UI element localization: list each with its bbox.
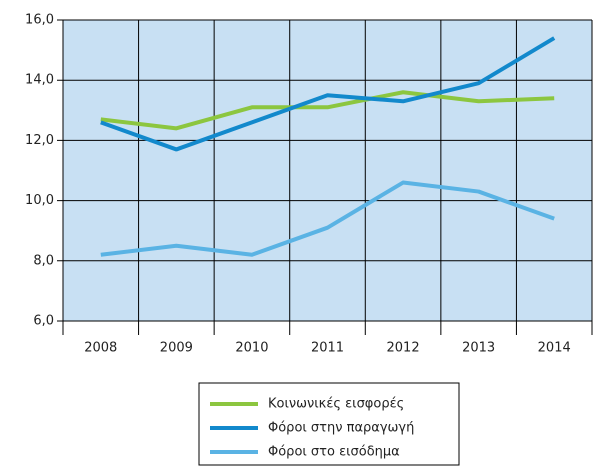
x-tick-label: 2014: [538, 341, 571, 356]
x-tick-label: 2011: [311, 341, 344, 356]
legend-label: Κοινωνικές εισφορές: [268, 397, 404, 412]
y-tick-label: 6,0: [33, 314, 54, 329]
y-tick-label: 14,0: [25, 73, 54, 88]
y-tick-label: 16,0: [25, 13, 54, 28]
y-tick-label: 12,0: [25, 133, 54, 148]
x-tick-label: 2008: [84, 341, 117, 356]
x-tick-label: 2012: [387, 341, 420, 356]
series-line: [100, 180, 555, 257]
series-line: [100, 90, 555, 131]
x-tick-label: 2010: [235, 341, 268, 356]
y-tick-label: 10,0: [25, 193, 54, 208]
x-tick-label: 2013: [462, 341, 495, 356]
series-line: [100, 36, 556, 152]
x-tick-label: 2009: [160, 341, 193, 356]
legend-label: Φόροι στο εισόδημα: [268, 445, 400, 460]
y-tick-label: 8,0: [33, 253, 54, 268]
legend-label: Φόροι στην παραγωγή: [268, 421, 414, 436]
